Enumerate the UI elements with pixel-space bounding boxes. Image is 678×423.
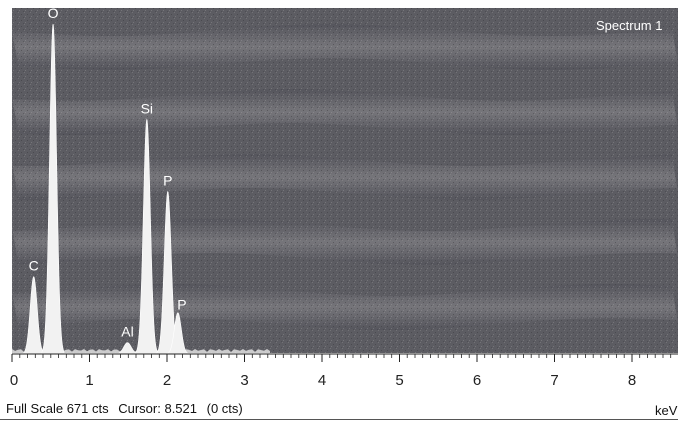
status-divider — [0, 419, 678, 420]
x-tick-label-6: 6 — [473, 372, 481, 389]
x-axis-minor-ticks — [19, 354, 672, 358]
x-axis: 0 1 2 3 4 5 6 7 8 — [10, 353, 678, 389]
peak-label-al-2: Al — [121, 324, 133, 340]
peak-p-5 — [166, 312, 190, 355]
peak-labels-layer: C O Al Si P P — [29, 5, 187, 340]
x-tick-label-5: 5 — [395, 372, 403, 389]
x-tick-label-8: 8 — [628, 372, 636, 389]
x-tick-label-7: 7 — [550, 372, 558, 389]
status-line: Full Scale 671 cts Cursor: 8.521 (0 cts) — [6, 401, 249, 416]
peak-o-1 — [41, 23, 65, 355]
peak-si-3 — [135, 118, 159, 355]
peak-c-0 — [22, 276, 46, 355]
cursor-readout: Cursor: 8.521 — [118, 401, 197, 416]
peaks-layer — [12, 23, 270, 355]
x-tick-label-4: 4 — [318, 372, 326, 389]
peak-label-p-4: P — [163, 173, 172, 189]
x-tick-label-1: 1 — [85, 372, 93, 389]
peak-label-o-1: O — [48, 5, 59, 21]
x-tick-label-2: 2 — [163, 372, 171, 389]
plot-area: C O Al Si P P Spectrum 1 — [12, 5, 678, 355]
background-noise — [12, 8, 678, 353]
x-axis-major-ticks — [11, 354, 633, 362]
spectrum-title: Spectrum 1 — [596, 18, 662, 33]
x-tick-label-0: 0 — [10, 372, 18, 389]
peak-label-c-0: C — [29, 258, 39, 274]
peak-label-p-5: P — [177, 297, 186, 313]
peak-label-si-3: Si — [141, 100, 153, 116]
cursor-counts-readout: (0 cts) — [206, 401, 243, 416]
x-tick-label-3: 3 — [240, 372, 248, 389]
x-axis-unit-label: keV — [655, 403, 678, 418]
x-axis-tick-labels: 0 1 2 3 4 5 6 7 8 — [10, 372, 636, 389]
full-scale-readout: Full Scale 671 cts — [6, 401, 109, 416]
